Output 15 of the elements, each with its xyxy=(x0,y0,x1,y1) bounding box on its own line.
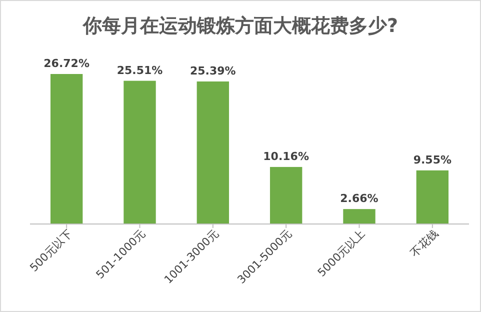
bar xyxy=(124,80,156,224)
data-label: 2.66% xyxy=(340,192,378,206)
bar xyxy=(270,166,302,224)
data-label: 10.16% xyxy=(263,150,309,163)
bar xyxy=(343,209,376,224)
bar xyxy=(196,81,230,224)
data-label: 25.51% xyxy=(116,64,163,77)
bar xyxy=(50,74,83,224)
x-tick-label: 不花钱 xyxy=(408,227,441,260)
data-label: 26.72% xyxy=(44,57,90,70)
data-label: 9.55% xyxy=(413,153,452,166)
data-label: 25.39% xyxy=(190,64,236,78)
x-tick-label: 500元以下 xyxy=(27,227,75,274)
chart-title: 你每月在运动锻炼方面大概花费多少? xyxy=(82,15,398,37)
bar xyxy=(416,170,449,224)
